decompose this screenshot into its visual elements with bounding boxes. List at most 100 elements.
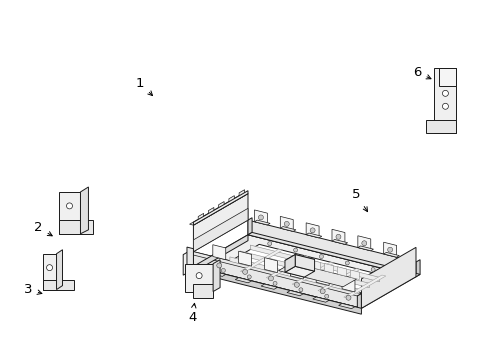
Polygon shape bbox=[287, 291, 303, 296]
Polygon shape bbox=[338, 267, 346, 276]
Polygon shape bbox=[313, 297, 329, 302]
Text: 5: 5 bbox=[352, 188, 368, 212]
Polygon shape bbox=[316, 271, 329, 285]
Polygon shape bbox=[440, 68, 456, 86]
Circle shape bbox=[243, 269, 247, 274]
Polygon shape bbox=[285, 255, 315, 265]
Polygon shape bbox=[384, 242, 396, 257]
Circle shape bbox=[273, 282, 277, 285]
Text: 2: 2 bbox=[34, 221, 52, 236]
Polygon shape bbox=[312, 260, 320, 270]
Polygon shape bbox=[435, 68, 456, 133]
Circle shape bbox=[47, 265, 52, 271]
Circle shape bbox=[294, 248, 297, 252]
Polygon shape bbox=[248, 233, 420, 277]
Polygon shape bbox=[183, 249, 194, 275]
Polygon shape bbox=[306, 223, 319, 238]
Polygon shape bbox=[342, 277, 355, 292]
Circle shape bbox=[299, 288, 303, 292]
Polygon shape bbox=[291, 264, 303, 279]
Polygon shape bbox=[194, 266, 362, 314]
Polygon shape bbox=[80, 187, 89, 234]
Polygon shape bbox=[278, 263, 357, 287]
Polygon shape bbox=[285, 255, 295, 272]
Circle shape bbox=[442, 103, 448, 109]
Polygon shape bbox=[248, 218, 252, 235]
Circle shape bbox=[388, 247, 392, 252]
Circle shape bbox=[258, 215, 264, 220]
Polygon shape bbox=[318, 269, 360, 292]
Polygon shape bbox=[266, 256, 308, 279]
Polygon shape bbox=[43, 280, 74, 289]
Polygon shape bbox=[248, 220, 416, 277]
Polygon shape bbox=[198, 213, 204, 222]
Polygon shape bbox=[324, 264, 334, 273]
Polygon shape bbox=[298, 257, 308, 267]
Polygon shape bbox=[350, 270, 359, 280]
Polygon shape bbox=[189, 266, 362, 311]
Polygon shape bbox=[416, 260, 420, 277]
Circle shape bbox=[67, 203, 73, 209]
Polygon shape bbox=[295, 255, 315, 271]
Polygon shape bbox=[332, 239, 347, 244]
Polygon shape bbox=[213, 245, 226, 260]
Polygon shape bbox=[254, 220, 270, 225]
Polygon shape bbox=[261, 284, 277, 289]
Circle shape bbox=[247, 275, 251, 279]
Circle shape bbox=[325, 294, 329, 298]
Circle shape bbox=[371, 267, 375, 271]
Polygon shape bbox=[43, 254, 56, 289]
Polygon shape bbox=[56, 250, 63, 289]
Polygon shape bbox=[194, 252, 362, 308]
Polygon shape bbox=[357, 294, 362, 311]
Polygon shape bbox=[362, 247, 416, 308]
Circle shape bbox=[294, 282, 299, 287]
Polygon shape bbox=[292, 262, 334, 285]
Polygon shape bbox=[194, 235, 416, 308]
Circle shape bbox=[320, 289, 325, 294]
Circle shape bbox=[284, 221, 289, 226]
Polygon shape bbox=[426, 120, 456, 133]
Polygon shape bbox=[306, 233, 322, 238]
Polygon shape bbox=[185, 264, 213, 292]
Polygon shape bbox=[194, 194, 248, 252]
Polygon shape bbox=[235, 278, 251, 283]
Circle shape bbox=[362, 241, 367, 246]
Circle shape bbox=[345, 261, 349, 265]
Circle shape bbox=[310, 228, 315, 233]
Polygon shape bbox=[280, 216, 293, 231]
Polygon shape bbox=[241, 249, 282, 272]
Text: 3: 3 bbox=[24, 283, 42, 296]
Text: 1: 1 bbox=[136, 77, 152, 96]
Circle shape bbox=[319, 255, 323, 258]
Polygon shape bbox=[344, 275, 386, 298]
Polygon shape bbox=[58, 192, 80, 234]
Polygon shape bbox=[239, 251, 251, 266]
Polygon shape bbox=[265, 258, 277, 273]
Polygon shape bbox=[187, 247, 194, 269]
Polygon shape bbox=[194, 235, 248, 272]
Polygon shape bbox=[194, 208, 248, 252]
Polygon shape bbox=[285, 266, 315, 277]
Circle shape bbox=[442, 90, 448, 96]
Circle shape bbox=[196, 273, 202, 279]
Polygon shape bbox=[209, 271, 226, 276]
Circle shape bbox=[269, 276, 273, 281]
Polygon shape bbox=[239, 190, 245, 199]
Circle shape bbox=[268, 242, 272, 246]
Polygon shape bbox=[230, 257, 359, 294]
Polygon shape bbox=[219, 202, 224, 211]
Circle shape bbox=[217, 263, 222, 268]
Polygon shape bbox=[250, 245, 380, 282]
Circle shape bbox=[336, 234, 341, 239]
Polygon shape bbox=[221, 244, 389, 299]
Polygon shape bbox=[208, 207, 214, 216]
Polygon shape bbox=[190, 193, 248, 225]
Polygon shape bbox=[384, 252, 399, 257]
Polygon shape bbox=[213, 260, 220, 292]
Polygon shape bbox=[339, 303, 355, 309]
Text: 6: 6 bbox=[414, 66, 431, 79]
Circle shape bbox=[346, 295, 351, 300]
Polygon shape bbox=[358, 236, 371, 251]
Polygon shape bbox=[58, 220, 94, 234]
